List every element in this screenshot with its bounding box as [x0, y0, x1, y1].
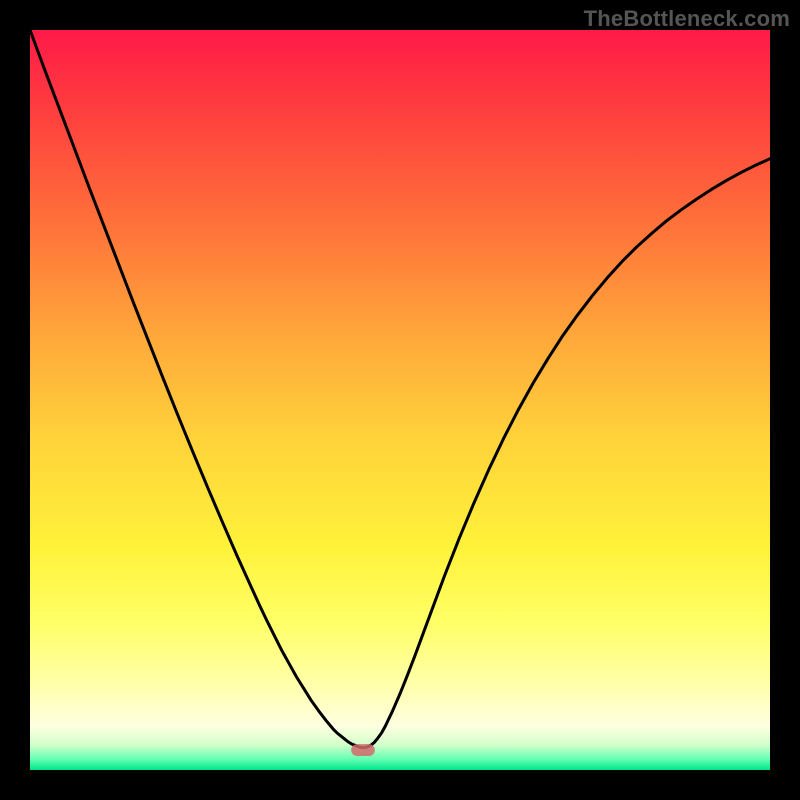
plot-background	[30, 30, 770, 770]
watermark-text: TheBottleneck.com	[584, 6, 790, 32]
minimum-marker	[351, 744, 375, 756]
bottleneck-chart	[0, 0, 800, 800]
